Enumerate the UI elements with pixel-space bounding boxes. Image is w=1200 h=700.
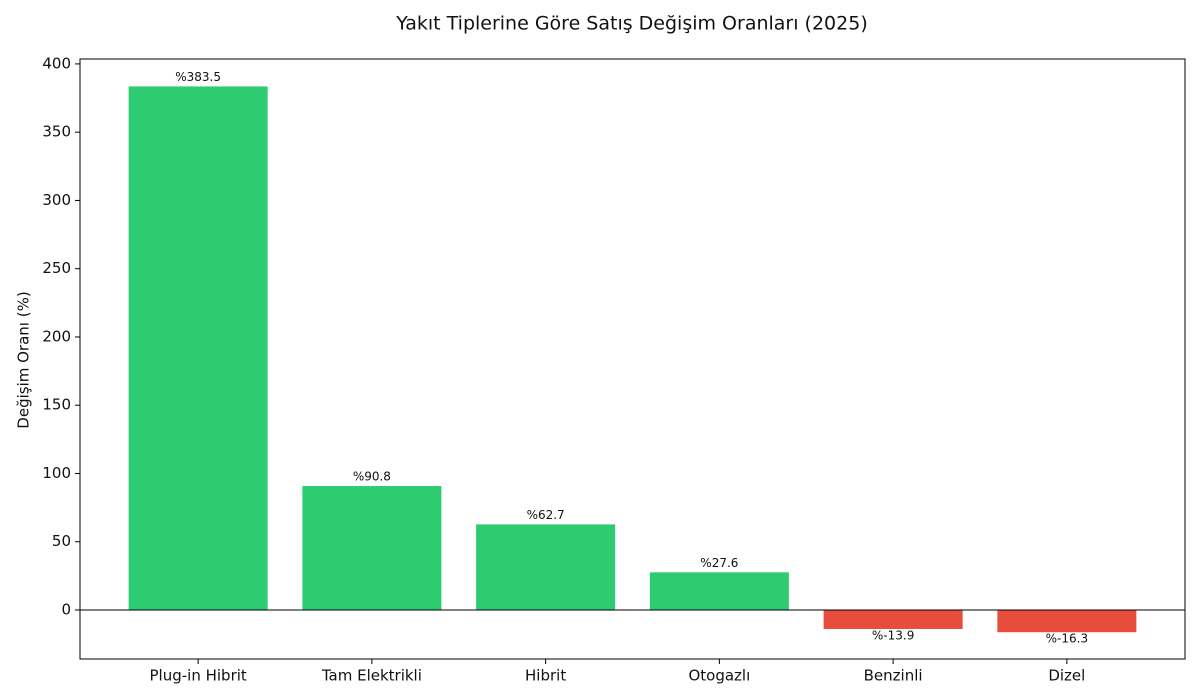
y-tick-label: 0 xyxy=(61,600,71,618)
bar xyxy=(128,86,268,610)
y-tick-label: 300 xyxy=(42,191,71,209)
y-tick-label: 50 xyxy=(52,532,71,550)
chart-title: Yakıt Tiplerine Göre Satış Değişim Oranl… xyxy=(395,13,868,35)
value-label: %62.7 xyxy=(527,508,565,522)
bar xyxy=(997,609,1137,633)
bar xyxy=(823,609,963,629)
y-tick-label: 350 xyxy=(42,123,71,141)
value-label: %-16.3 xyxy=(1046,632,1088,646)
bar xyxy=(302,486,442,610)
y-tick-label: 400 xyxy=(42,54,71,72)
value-label: %90.8 xyxy=(353,470,391,484)
bar xyxy=(649,572,789,610)
x-tick-label: Benzinli xyxy=(864,667,923,685)
x-tick-label: Plug-in Hibrit xyxy=(150,667,247,685)
x-tick-label: Tam Elektrikli xyxy=(321,667,422,685)
y-tick-label: 150 xyxy=(42,396,71,414)
y-tick-label: 100 xyxy=(42,464,71,482)
x-tick-label: Hibrit xyxy=(525,667,566,685)
value-label: %383.5 xyxy=(175,70,221,84)
bar xyxy=(476,524,616,610)
x-tick-label: Dizel xyxy=(1048,667,1085,685)
value-label: %27.6 xyxy=(700,556,738,570)
value-label: %-13.9 xyxy=(872,628,914,642)
x-tick-label: Otogazlı xyxy=(688,667,750,685)
y-axis-label: Değişim Oranı (%) xyxy=(15,291,33,428)
plot-frame xyxy=(79,58,1186,660)
y-tick-label: 250 xyxy=(42,259,71,277)
y-tick-label: 200 xyxy=(42,327,71,345)
